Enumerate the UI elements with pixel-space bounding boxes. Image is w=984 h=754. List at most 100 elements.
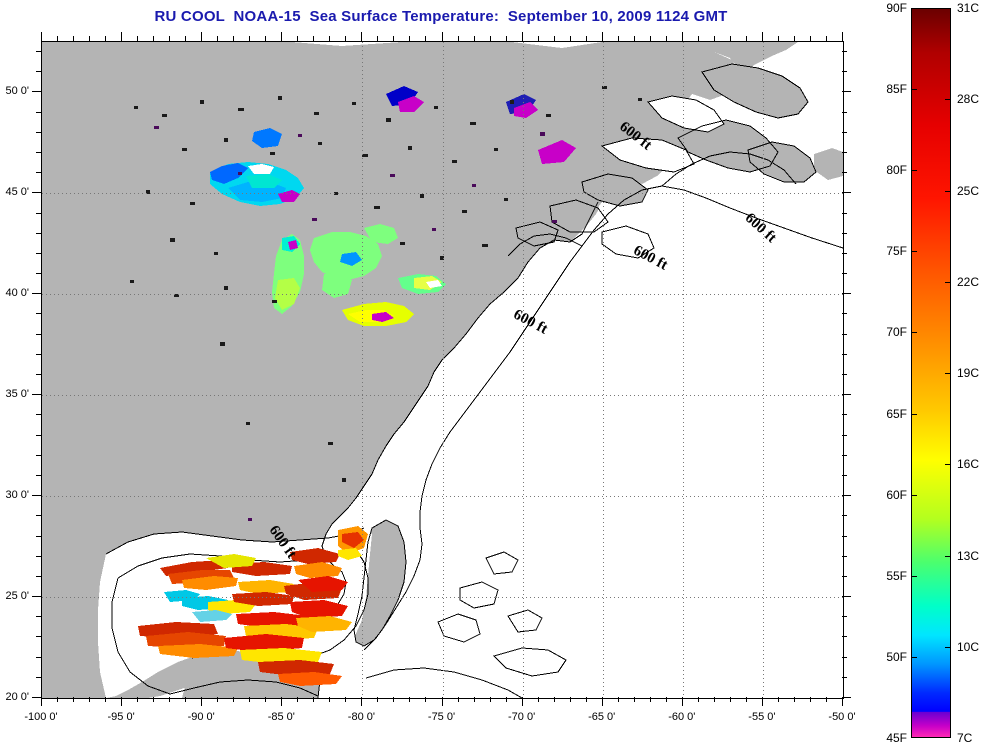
axis-tick-x-top <box>73 36 75 41</box>
axis-tick-x <box>105 697 107 702</box>
axis-tick-y-right <box>842 313 847 315</box>
axis-tick-x <box>745 697 747 702</box>
axis-label-x: -95 0' <box>107 711 135 723</box>
sst-map[interactable]: 600 ft 600 ft 600 ft 600 ft 600 ft <box>41 41 844 699</box>
axis-tick-y <box>36 131 41 133</box>
axis-tick-x-top <box>825 36 827 41</box>
axis-tick-y <box>36 273 41 275</box>
axis-tick-x <box>185 697 187 702</box>
axis-tick-y <box>36 414 41 416</box>
colorbar-label-celsius: 19C <box>957 366 980 380</box>
colorbar-label-celsius: 10C <box>957 639 980 654</box>
axis-tick-x <box>505 697 507 702</box>
axis-tick-x-top <box>265 36 267 41</box>
axis-tick-y <box>36 434 41 436</box>
colorbar-label-fahrenheit: 65F <box>886 406 907 421</box>
axis-tick-x-top <box>617 36 619 41</box>
axis-tick-x-top <box>297 36 299 41</box>
axis-tick-x-top <box>521 32 523 41</box>
axis-tick-x-top <box>505 36 507 41</box>
axis-tick-x <box>233 697 235 702</box>
axis-tick-x-top <box>457 36 459 41</box>
axis-tick-y-right <box>842 656 847 658</box>
axis-tick-x <box>553 697 555 702</box>
axis-tick-x-top <box>729 36 731 41</box>
axis-tick-x <box>409 697 411 702</box>
axis-tick-y <box>36 555 41 557</box>
axis-tick-x-top <box>361 32 363 41</box>
axis-tick-y <box>36 515 41 517</box>
colorbar-tick <box>945 555 951 557</box>
axis-tick-x-top <box>313 36 315 41</box>
axis-tick-y <box>36 51 41 53</box>
axis-tick-x-top <box>537 36 539 41</box>
axis-tick-x <box>153 697 155 702</box>
axis-tick-x-top <box>681 32 683 41</box>
axis-tick-x-top <box>633 36 635 41</box>
axis-tick-y <box>36 616 41 618</box>
axis-label-y: 50 0' <box>5 85 29 98</box>
axis-label-x: -65 0' <box>588 711 616 723</box>
map-canvas: 600 ft 600 ft 600 ft 600 ft 600 ft <box>42 42 843 698</box>
axis-tick-x-top <box>601 32 603 41</box>
axis-tick-x-top <box>41 32 42 41</box>
axis-tick-y-right <box>842 676 847 678</box>
colorbar-tick <box>945 281 951 283</box>
axis-tick-y <box>36 353 41 355</box>
axis-tick-y-right <box>842 616 847 618</box>
axis-tick-x-top <box>105 36 107 41</box>
colorbar-tick <box>945 373 951 374</box>
axis-tick-x-top <box>665 36 667 41</box>
axis-tick-x <box>121 697 123 706</box>
colorbar-tick <box>945 464 951 466</box>
colorbar-tick <box>911 575 917 577</box>
temperature-colorbar[interactable]: 90F 85F 80F 75F 70F 65F 60F 55F 50F 45F 31C 28C 25C 2… <box>886 1 979 745</box>
axis-tick-x-top <box>842 32 843 41</box>
axis-tick-y <box>36 636 41 638</box>
axis-tick-x-top <box>793 36 795 41</box>
axis-tick-x-top <box>89 36 91 41</box>
axis-tick-y-right <box>842 353 847 355</box>
axis-tick-y-right <box>842 697 851 698</box>
colorbar-label-fahrenheit: 60F <box>886 487 907 502</box>
axis-tick-x-top <box>121 32 123 41</box>
axis-tick-x <box>313 697 315 702</box>
axis-tick-y-right <box>842 71 847 73</box>
axis-tick-y <box>32 596 41 598</box>
axis-tick-y-right <box>842 474 847 476</box>
axis-tick-x <box>569 697 571 702</box>
axis-tick-x <box>393 697 395 702</box>
axis-tick-y-right <box>842 434 847 436</box>
colorbar-label-fahrenheit: 85F <box>886 82 907 97</box>
axis-tick-x-top <box>281 32 283 41</box>
axis-label-y: 30 0' <box>5 489 29 502</box>
axis-tick-x <box>441 697 443 706</box>
axis-tick-x <box>809 697 811 702</box>
axis-label-y: 25 0' <box>5 590 29 603</box>
axis-tick-x <box>361 697 363 706</box>
axis-tick-x-top <box>425 36 427 41</box>
axis-tick-y-right <box>842 172 847 174</box>
axis-tick-y <box>32 394 41 396</box>
axis-tick-x-top <box>57 36 59 41</box>
axis-tick-x <box>842 697 843 706</box>
axis-tick-x-top <box>329 36 331 41</box>
axis-label-x: -55 0' <box>748 711 776 723</box>
axis-tick-x-top <box>777 36 779 41</box>
axis-label-x: -50 0' <box>828 711 856 723</box>
axis-tick-x-top <box>761 32 763 41</box>
axis-label-x: -75 0' <box>427 711 456 723</box>
axis-tick-x-top <box>169 36 171 41</box>
axis-tick-y-right <box>842 252 847 254</box>
axis-tick-x-top <box>473 36 475 41</box>
colorbar-label-fahrenheit: 70F <box>886 325 907 340</box>
axis-tick-y-right <box>842 91 851 93</box>
colorbar-label-celsius: 28C <box>957 92 980 107</box>
colorbar-tick <box>911 494 917 496</box>
axis-tick-y <box>36 333 41 335</box>
axis-tick-y-right <box>842 212 847 214</box>
axis-tick-x <box>137 697 139 702</box>
axis-tick-x-top <box>345 36 347 41</box>
colorbar-label-celsius: 22C <box>957 274 980 289</box>
axis-tick-y <box>36 172 41 174</box>
